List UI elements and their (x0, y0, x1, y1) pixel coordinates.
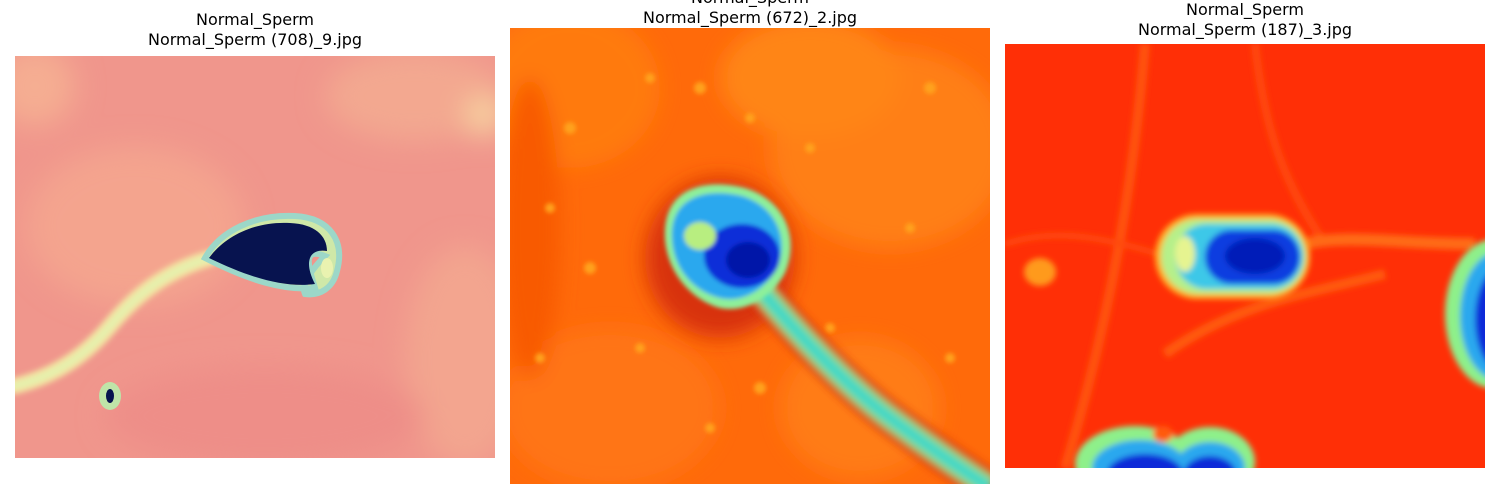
panel-1-title: Normal_Sperm Normal_Sperm (708)_9.jpg (15, 10, 495, 50)
sperm-cell-image-3 (1005, 44, 1485, 468)
panel-3-class-label: Normal_Sperm (1005, 0, 1485, 20)
panel-2-image (510, 28, 990, 484)
panel-1-filename: Normal_Sperm (708)_9.jpg (15, 30, 495, 50)
sperm-cell-image-2 (510, 28, 990, 484)
panel-1-class-label: Normal_Sperm (15, 10, 495, 30)
panel-3-filename: Normal_Sperm (187)_3.jpg (1005, 20, 1485, 40)
panel-2-filename: Normal_Sperm (672)_2.jpg (510, 8, 990, 28)
panel-3-title: Normal_Sperm Normal_Sperm (187)_3.jpg (1005, 0, 1485, 40)
panel-2-title: Normal_Sperm Normal_Sperm (672)_2.jpg (510, 0, 990, 28)
panel-2-class-label: Normal_Sperm (510, 0, 990, 8)
panel-1-image (15, 56, 495, 458)
sperm-cell-image-1 (15, 56, 495, 458)
panel-3-image (1005, 44, 1485, 468)
